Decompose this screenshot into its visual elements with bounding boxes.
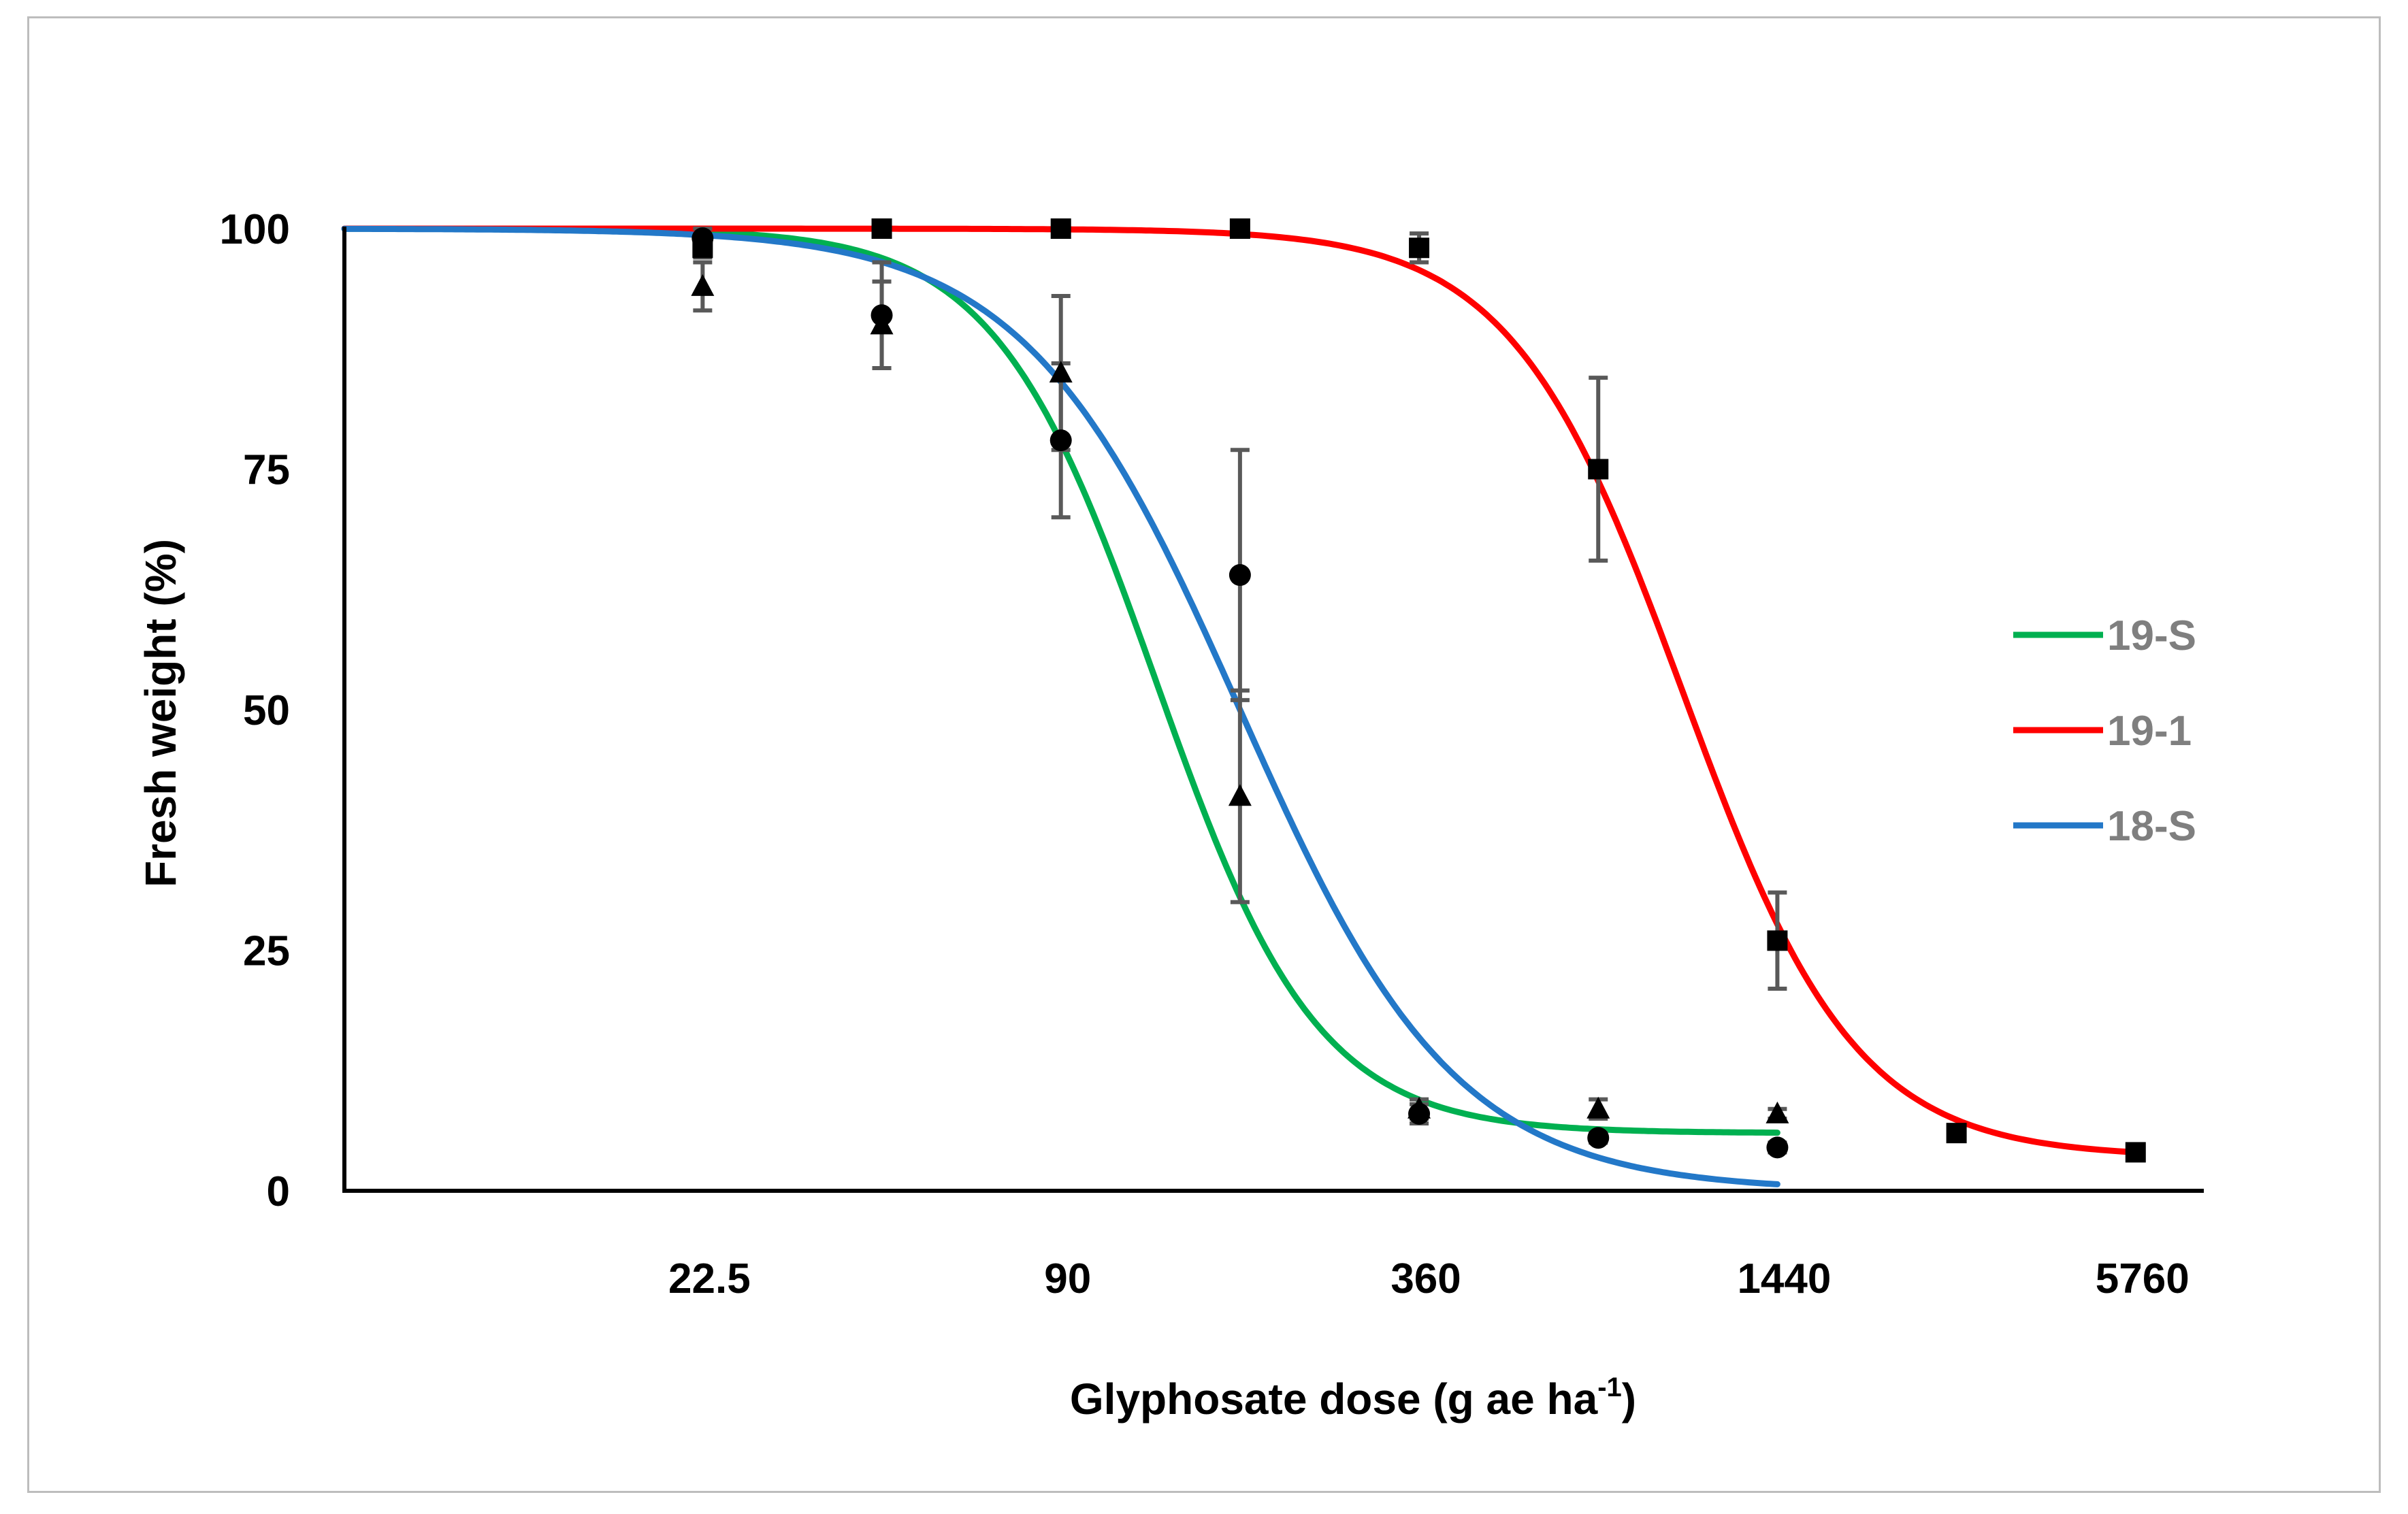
marker-triangle [1049,361,1073,383]
x-tick-label: 360 [1390,1255,1461,1302]
marker-circle [871,304,893,327]
marker-triangle [691,274,715,296]
marker-square [1229,218,1250,239]
y-tick-label: 0 [267,1168,290,1215]
x-tick-label: 1440 [1737,1255,1831,1302]
y-tick-label: 25 [243,928,290,975]
marker-square [1767,930,1788,951]
marker-triangle [1587,1096,1610,1119]
marker-circle [1408,1102,1431,1125]
marker-circle [1229,564,1251,587]
data-markers [691,218,2146,1163]
marker-square [871,218,892,239]
chart-frame [27,16,2381,1493]
y-tick-labels: 0 25 50 75 100 [220,206,290,1215]
x-tick-label: 22.5 [668,1255,751,1302]
legend-item-18-S: 18-S [2013,803,2196,850]
marker-circle [692,227,714,250]
marker-square [2125,1142,2146,1163]
marker-triangle [1228,784,1252,806]
x-axis-label: Glyphosate dose (g ae ha-1) [1070,1372,1636,1424]
marker-square [1946,1123,1967,1144]
legend-label: 19-S [2107,612,2196,659]
x-axis-label-superscript: -1 [1597,1372,1622,1402]
marker-circle [1766,1136,1789,1159]
y-tick-label: 50 [243,687,290,734]
y-tick-label: 75 [243,447,290,494]
marker-square [1409,237,1430,259]
legend-label: 19-1 [2107,708,2192,755]
x-tick-label: 90 [1044,1255,1091,1302]
marker-square [1588,459,1609,480]
legend-label: 18-S [2107,803,2196,850]
marker-triangle [1766,1101,1789,1123]
marker-circle [1587,1127,1610,1149]
x-tick-label: 5760 [2096,1255,2190,1302]
marker-circle [1050,429,1072,452]
x-axis-label-main: Glyphosate dose (g ae ha [1070,1375,1598,1424]
legend-item-19-1: 19-1 [2013,708,2192,755]
error-bars [693,227,2145,1159]
y-tick-label: 100 [220,206,290,253]
legend: 19-S 19-1 18-S [2013,612,2196,850]
legend-item-19-S: 19-S [2013,612,2196,659]
marker-square [1050,218,1071,239]
y-axis-label: Fresh weight (%) [136,539,185,887]
axes [342,227,2204,1193]
x-tick-labels: 22.5 90 360 1440 5760 [668,1255,2190,1302]
x-axis-label-suffix: ) [1622,1375,1636,1424]
